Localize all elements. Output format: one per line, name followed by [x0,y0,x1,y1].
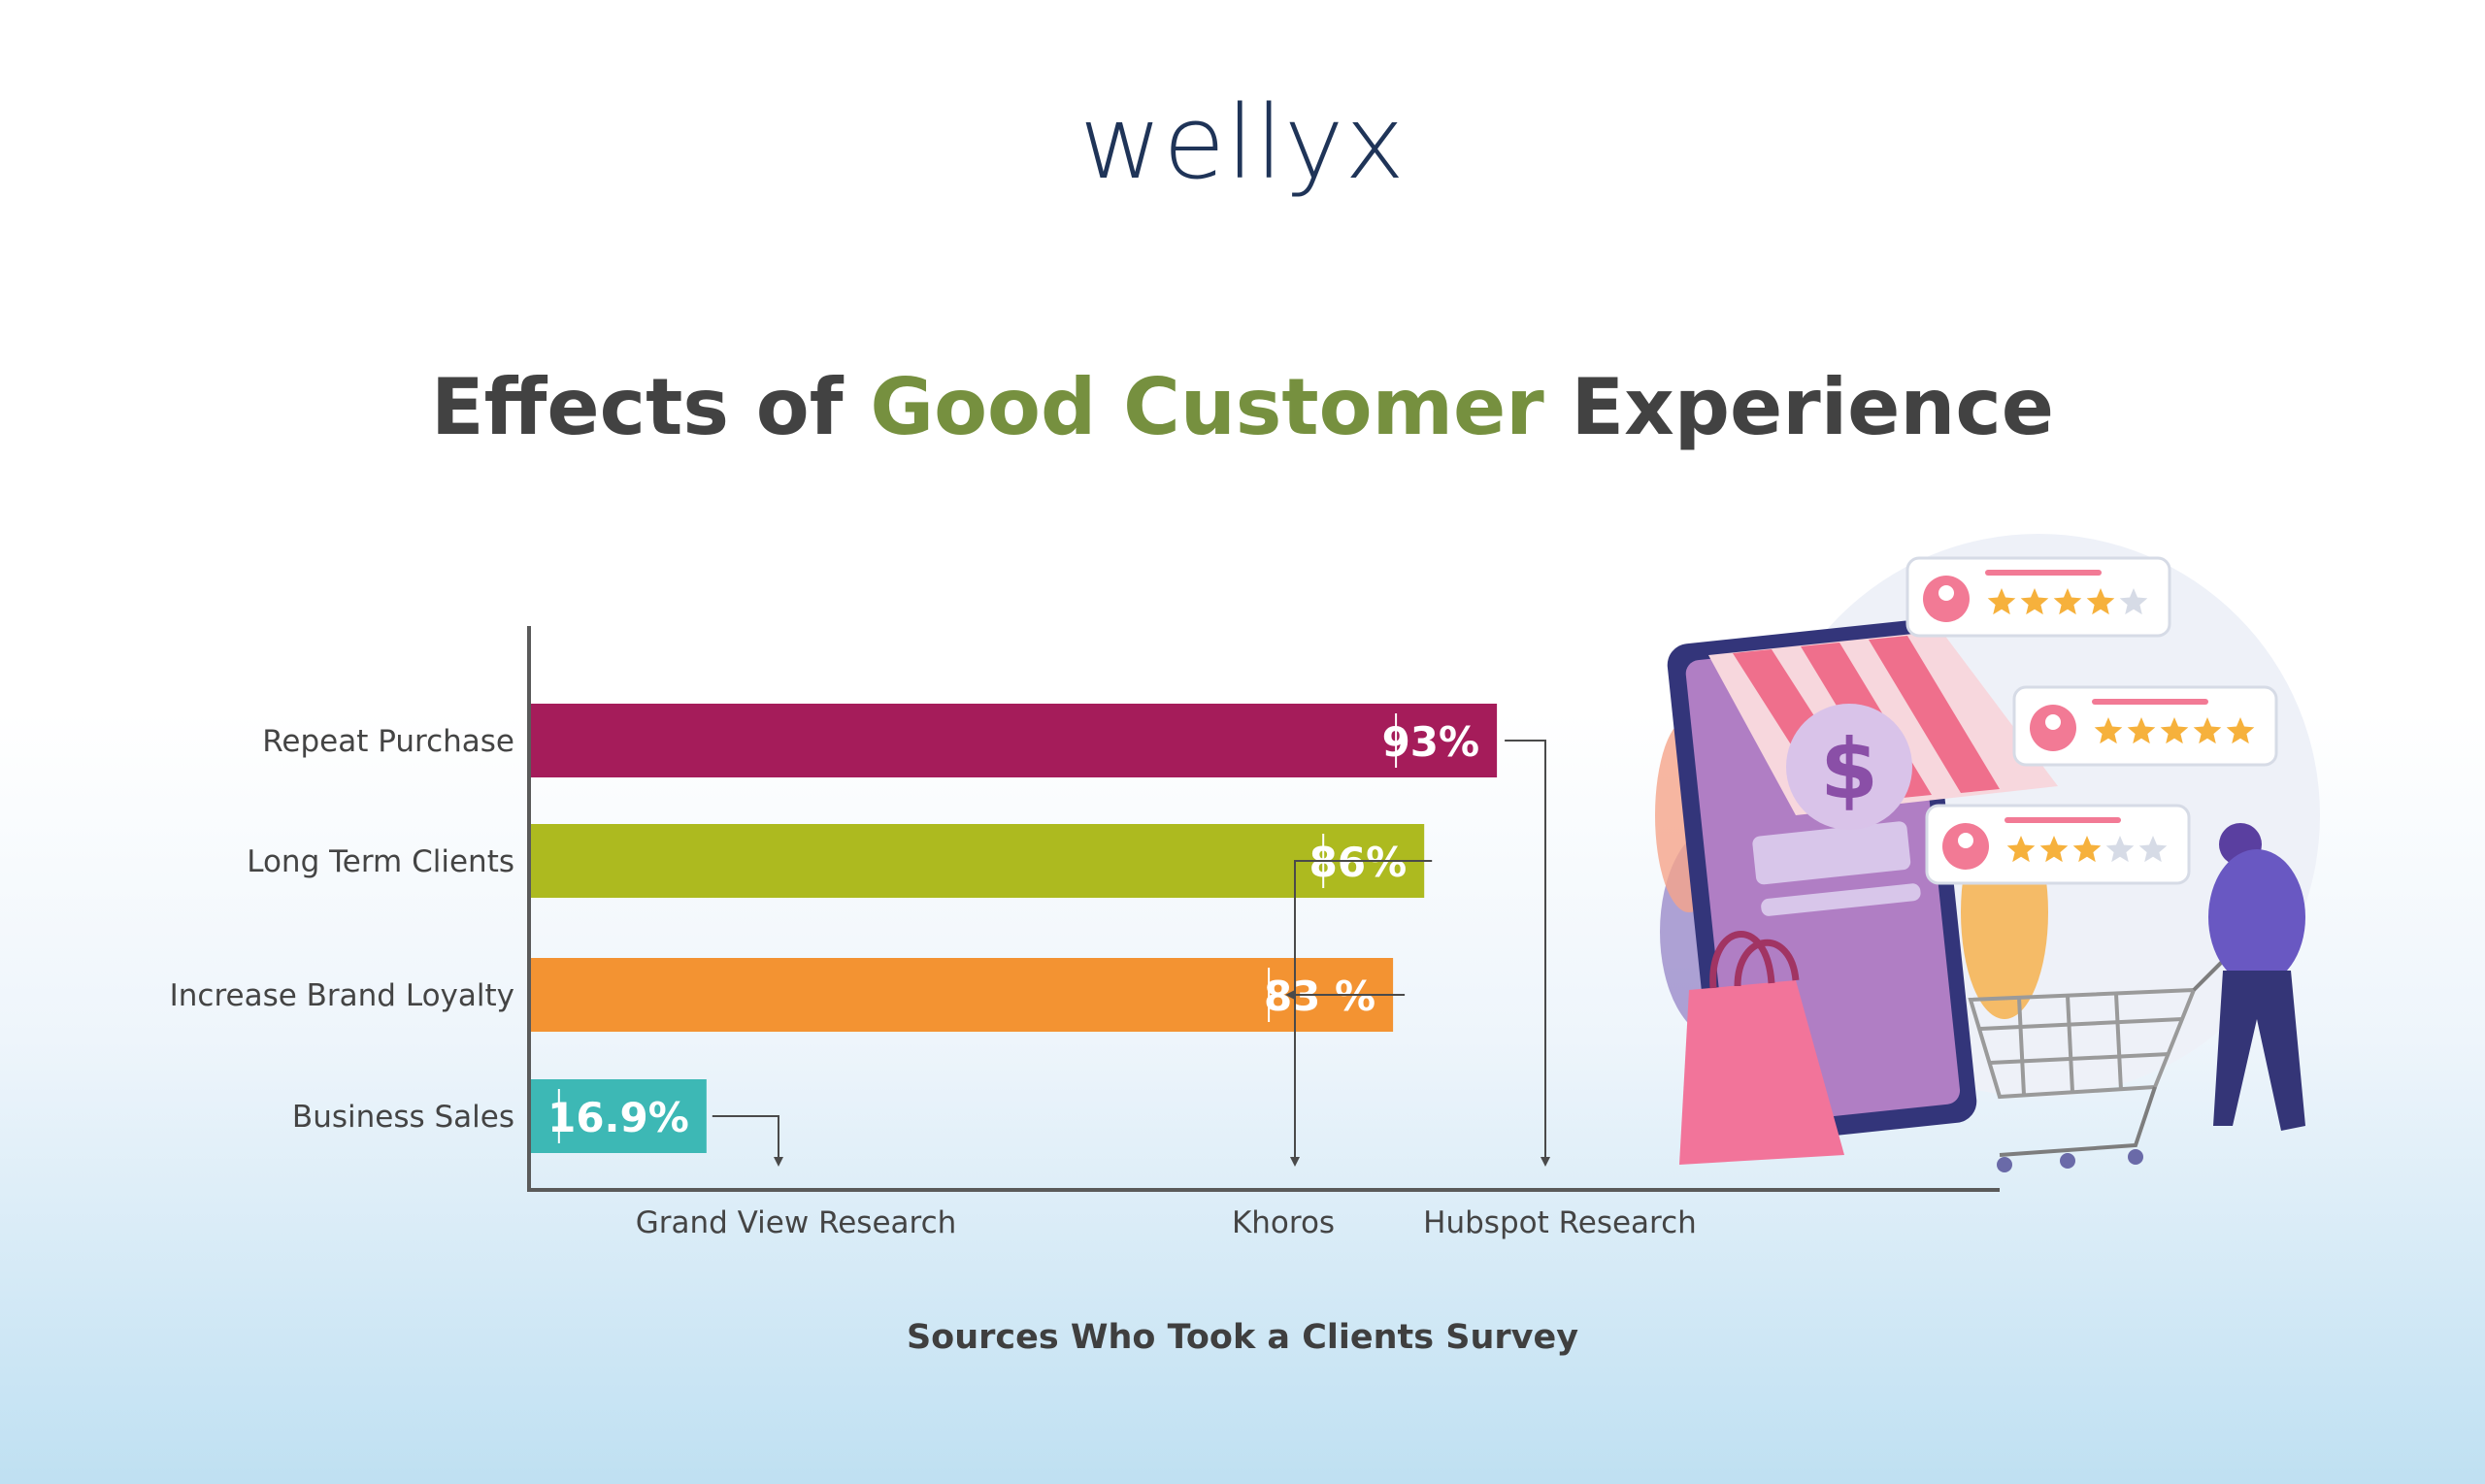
title-part-1: Effects of [430,362,871,452]
bar-value-label-3: 16.9% [547,1094,689,1141]
bar-value-label-0: 93% [1382,718,1480,766]
star-icon [2119,588,2148,615]
review-card-2 [1925,804,2191,885]
title-highlight: Good Customer [870,362,1544,452]
source-label-0: Grand View Research [636,1205,957,1240]
category-label-2: Increase Brand Loyalty [170,978,514,1013]
bar-value-label-1: 86% [1309,839,1408,886]
source-link-0 [1505,740,1550,1167]
page-title: Effects of Good Customer Experience [0,369,2485,446]
chart-x-axis-caption: Sources Who Took a Clients Survey [906,1318,1579,1357]
shopping-bag-icon [1679,931,1844,1165]
bar-1 [531,824,1425,898]
review-card-1 [2012,685,2278,767]
star-icon [2039,836,2069,863]
star-icon [2086,588,2115,615]
source-label-2: Hubspot Research [1423,1205,1697,1240]
star-icon [1987,588,2016,615]
review-card-0 [1905,556,2171,638]
shopper-person-icon [2208,823,2305,1131]
star-icon [2053,588,2082,615]
star-icon [2127,717,2156,744]
dollar-coin-icon: $ [1786,704,1912,830]
source-link-1 [1290,860,1433,1167]
source-link-3 [712,1115,783,1167]
bar-3 [531,1079,707,1153]
category-label-1: Long Term Clients [247,844,514,879]
source-label-1: Khoros [1232,1205,1335,1240]
star-icon [2160,717,2189,744]
bar-0 [531,704,1498,777]
bar-value-label-2: 83 % [1264,973,1375,1020]
star-icon [2226,717,2255,744]
title-part-2: Experience [1543,362,2055,452]
star-icon [2020,588,2049,615]
coin-symbol: $ [1820,721,1878,818]
shopping-illustration: $ [1655,534,2320,1172]
star-icon [2193,717,2222,744]
category-label-3: Business Sales [292,1100,514,1135]
category-label-0: Repeat Purchase [262,724,514,759]
star-icon [2094,717,2123,744]
star-icon [2105,836,2135,863]
brand-logo: wellyx [1079,83,1406,202]
bar-2 [531,958,1394,1032]
star-icon [2138,836,2168,863]
star-icon [2006,836,2036,863]
star-icon [2072,836,2102,863]
